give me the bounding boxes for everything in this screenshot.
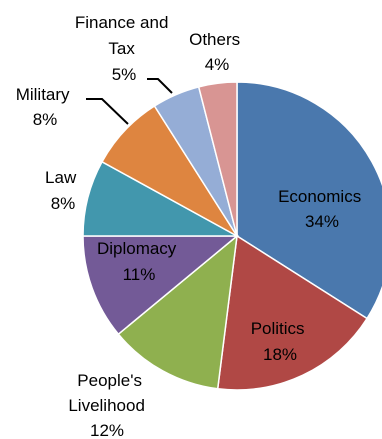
pie-slice-economics (236, 81, 382, 320)
data-labels: Economics 34% Politics 18% People's Live… (16, 13, 366, 439)
pie-slice-others (197, 81, 238, 237)
label-military: Military 8% (16, 85, 75, 129)
label-politics: Politics 18% (251, 319, 310, 364)
pie-slice-politics (216, 234, 369, 391)
leader-line-finance-and-tax (147, 78, 173, 94)
pie-slice-people-s (117, 234, 238, 390)
label-law: Law 8% (45, 168, 81, 213)
leader-line-military (86, 98, 129, 125)
label-diplomacy: Diplomacy 11% (97, 239, 181, 284)
label-others: Others 4% (189, 30, 245, 74)
label-economics: Economics 34% (278, 187, 366, 231)
leader-lines (86, 78, 173, 125)
pie-slices (82, 81, 382, 391)
label-peoples-livelihood: People's Livelihood 12% (68, 371, 149, 439)
label-finance-and-tax: Finance and Tax 5% (75, 13, 173, 84)
pie-slice-diplomacy (82, 235, 240, 336)
